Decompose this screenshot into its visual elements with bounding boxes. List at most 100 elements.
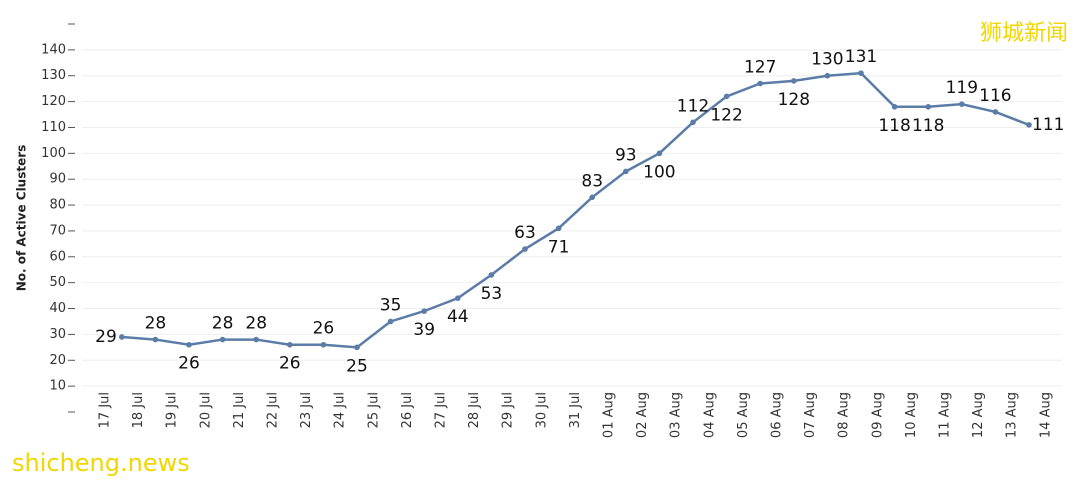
y-tick-label: 50 <box>49 275 66 290</box>
x-tick-label: 20 Jul <box>198 392 213 428</box>
point <box>891 103 898 110</box>
x-tick-label: 25 Jul <box>366 392 381 428</box>
data-label: 116 <box>979 86 1011 106</box>
point <box>455 295 461 301</box>
data-label: 44 <box>447 307 469 327</box>
data-label: 128 <box>778 90 810 110</box>
x-tick-label: 11 Aug <box>938 392 953 438</box>
data-label: 118 <box>878 116 910 136</box>
x-tick-label: 21 Jul <box>232 392 247 428</box>
data-label: 39 <box>413 320 435 340</box>
point <box>959 101 965 107</box>
x-tick-label: 06 Aug <box>770 392 785 438</box>
y-tick-label: 120 <box>41 94 66 109</box>
x-tick-label: 19 Jul <box>165 392 180 428</box>
point <box>555 225 562 232</box>
point <box>186 341 192 348</box>
x-tick-label: 18 Jul <box>131 392 146 428</box>
point <box>320 341 327 348</box>
watermark: 狮城新闻 <box>980 21 1068 46</box>
point <box>623 168 629 175</box>
point <box>858 70 864 76</box>
watermark: shicheng.news <box>12 449 190 477</box>
y-tick-label: 10 <box>49 379 66 394</box>
point <box>757 80 763 87</box>
data-label: 28 <box>145 314 167 334</box>
y-tick-label: 110 <box>41 120 66 135</box>
y-tick-label: 130 <box>41 68 66 83</box>
y-tick-label: 100 <box>41 146 66 161</box>
x-tick-label: 07 Aug <box>803 392 818 438</box>
data-label: 26 <box>279 354 301 374</box>
data-label: 118 <box>912 116 944 136</box>
y-tick-label: 140 <box>41 42 66 57</box>
data-label: 130 <box>811 50 843 70</box>
y-tick-label: 20 <box>49 353 66 368</box>
point <box>925 103 931 110</box>
y-tick-label: 40 <box>49 301 66 316</box>
data-label: 122 <box>710 105 742 125</box>
data-label: 35 <box>380 295 402 315</box>
x-tick-label: 13 Aug <box>1005 392 1020 438</box>
data-label: 119 <box>946 78 978 98</box>
x-tick-label: 22 Jul <box>266 392 281 428</box>
data-label: 28 <box>212 314 234 334</box>
data-label: 111 <box>1032 115 1064 135</box>
point <box>1026 122 1032 128</box>
x-tick-label: 14 Aug <box>1038 392 1053 438</box>
x-tick-label: 02 Aug <box>635 392 650 438</box>
x-tick-label: 09 Aug <box>870 392 885 438</box>
data-label: 29 <box>95 327 117 347</box>
point <box>488 272 495 278</box>
point <box>387 318 394 325</box>
point <box>119 334 125 340</box>
y-tick-label: 60 <box>49 249 66 264</box>
x-tick-label: 03 Aug <box>669 392 684 438</box>
data-label: 28 <box>245 314 267 334</box>
x-tick-label: 30 Jul <box>534 392 549 428</box>
y-axis-label: No. of Active Clusters <box>15 145 29 292</box>
data-label: 127 <box>744 57 776 77</box>
x-tick-label: 28 Jul <box>467 392 482 428</box>
point <box>287 341 293 348</box>
point <box>421 308 428 314</box>
point <box>152 336 159 343</box>
data-label: 53 <box>481 284 503 304</box>
x-tick-label: 17 Jul <box>98 392 113 428</box>
data-label: 26 <box>313 319 335 339</box>
x-tick-label: 31 Jul <box>568 392 583 428</box>
x-tick-label: 05 Aug <box>736 392 751 438</box>
point <box>791 78 797 84</box>
data-label: 131 <box>845 47 877 67</box>
y-tick-label: 90 <box>49 172 66 187</box>
x-tick-label: 29 Jul <box>501 392 516 428</box>
point <box>589 194 595 201</box>
x-tick-label: 04 Aug <box>702 392 717 438</box>
x-tick-label: 10 Aug <box>904 392 919 438</box>
point <box>992 109 999 115</box>
x-tick-label: 23 Jul <box>299 392 314 428</box>
data-label: 83 <box>581 171 603 191</box>
data-label: 112 <box>677 96 709 116</box>
data-label: 26 <box>178 354 200 374</box>
data-label: 71 <box>548 237 570 257</box>
data-label: 100 <box>643 162 675 182</box>
point <box>690 119 696 126</box>
line <box>121 71 1030 349</box>
data-label: 63 <box>514 223 536 243</box>
x-tick-label: 27 Jul <box>434 392 449 428</box>
point <box>253 336 259 343</box>
x-tick-label: 08 Aug <box>837 392 852 438</box>
x-tick-label: 01 Aug <box>602 392 617 438</box>
point <box>656 150 663 157</box>
data-label: 93 <box>615 145 637 165</box>
point <box>522 246 528 252</box>
x-tick-label: 12 Aug <box>971 392 986 438</box>
y-tick-label: 80 <box>49 198 66 213</box>
y-tick-label: 70 <box>49 223 66 238</box>
data-label: 25 <box>346 356 368 376</box>
y-tick-label: 30 <box>49 327 66 342</box>
point <box>824 72 831 79</box>
point <box>723 93 730 100</box>
